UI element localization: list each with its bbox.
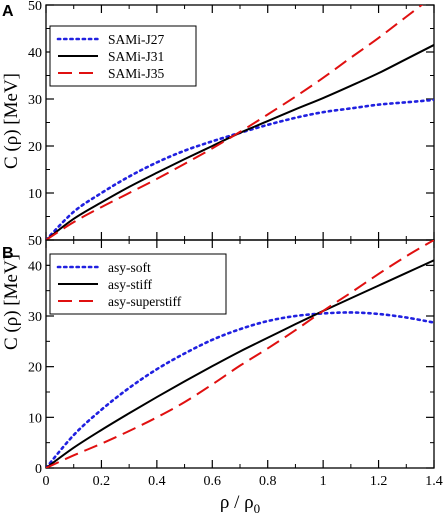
- x-axis-label-rho: ρ / ρ: [220, 492, 254, 513]
- panel-a-legend-label: SAMi-J35: [108, 66, 165, 81]
- panel-b-xtick-label: 0.2: [93, 474, 111, 489]
- x-axis-label-subscript: 0: [254, 501, 261, 516]
- panel-b-ytick-label: 20: [28, 361, 42, 376]
- panel-b-legend-label: asy-stiff: [108, 277, 152, 292]
- panel-a-legend-label: SAMi-J31: [108, 49, 164, 64]
- panel-b-xtick-label: 1.2: [370, 474, 388, 489]
- panel-a-ytick-label: 40: [28, 46, 42, 61]
- panel-b: 0 0.2 0.4 0.6 0.8 1 1.2 1.4 0 10 20 30 40 asy-soft asy…: [28, 239, 443, 489]
- panel-a-legend-label: SAMi-J27: [108, 32, 165, 47]
- panel-b-xtick-label: 0.4: [148, 474, 166, 489]
- panel-a-ytick-label: 20: [28, 140, 42, 155]
- panel-a-ytick-label: 10: [28, 187, 42, 202]
- panel-a-series-sami-j27: [46, 98, 434, 240]
- panel-b-series-asy-stiff: [46, 259, 434, 468]
- panel-b-ytick-label: 10: [28, 411, 42, 426]
- x-axis-label: ρ / ρ0: [220, 492, 260, 516]
- panel-b-ytick-label: 30: [28, 310, 42, 325]
- panel-b-ylabel: C (ρ) [MeV]: [1, 254, 22, 350]
- panel-b-xtick-label: 0.6: [204, 474, 222, 489]
- panel-b-series-asy-superstiff: [46, 240, 434, 468]
- panel-a-ytick-label: 30: [28, 93, 42, 108]
- panel-b-legend-label: asy-soft: [108, 260, 151, 275]
- panel-b-xtick-label: 1.4: [425, 474, 443, 489]
- panel-b-xtick-label: 0: [43, 474, 50, 489]
- panel-b-legend-label: asy-superstiff: [108, 294, 182, 309]
- panel-b-series-asy-soft: [46, 311, 434, 468]
- panel-a-letter: A: [2, 3, 14, 20]
- panel-b-letter: B: [2, 245, 14, 262]
- panel-b-ytick-label: 0: [35, 462, 42, 477]
- panel-b-xtick-label: 0.8: [259, 474, 277, 489]
- panel-a-series-sami-j35: [46, 5, 424, 240]
- panel-a-ytick-label: 50: [28, 234, 42, 249]
- panel-a: 50 10 20 30 40 50 SAMi-J27 SAMi-J31 SAMi-J35: [28, 0, 435, 249]
- panel-b-ytick-label: 40: [28, 259, 42, 274]
- panel-a-ytick-label: 50: [28, 0, 42, 14]
- panel-b-xtick-label: 1: [320, 474, 327, 489]
- panel-a-ylabel: C (ρ) [MeV]: [1, 73, 22, 169]
